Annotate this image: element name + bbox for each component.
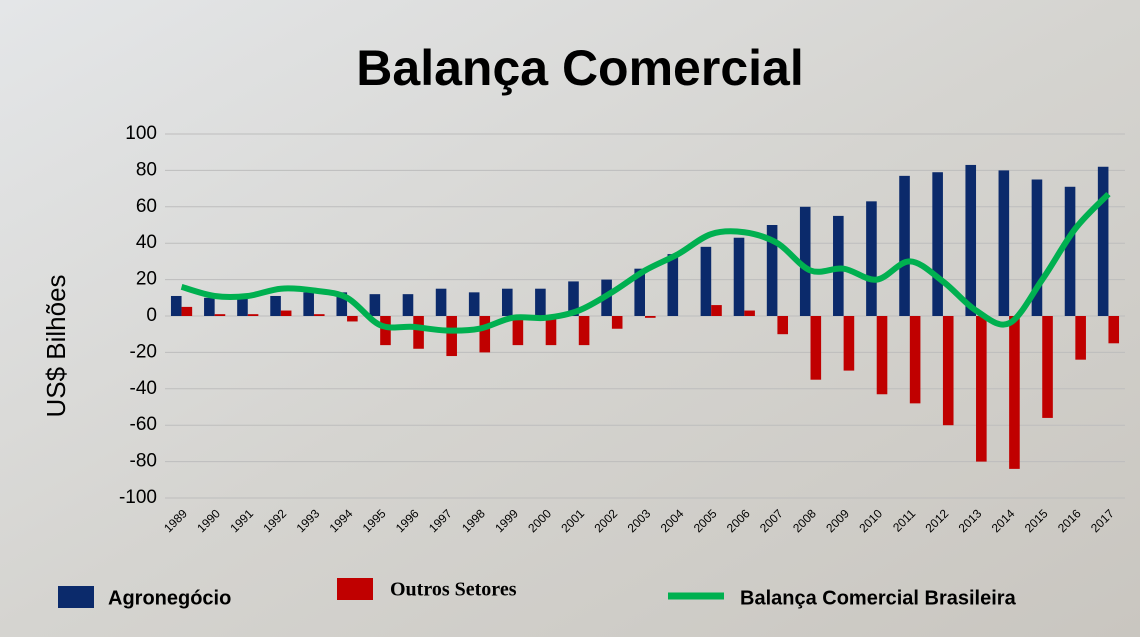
bar bbox=[645, 316, 656, 318]
bar bbox=[734, 238, 745, 316]
bar bbox=[237, 298, 248, 316]
chart: Balança Comercial US$ Bilhões -100 -80 -60… bbox=[0, 0, 1140, 637]
bar bbox=[976, 316, 987, 462]
bar bbox=[711, 305, 722, 316]
bar bbox=[1108, 316, 1119, 343]
bar bbox=[204, 298, 215, 316]
bar bbox=[413, 316, 424, 349]
bar bbox=[380, 316, 391, 345]
bar bbox=[469, 292, 480, 316]
legend-label: Outros Setores bbox=[390, 579, 517, 601]
bar bbox=[436, 289, 447, 316]
bar bbox=[1042, 316, 1053, 418]
y-tick-label: -100 bbox=[119, 487, 157, 508]
chart-title: Balança Comercial bbox=[356, 40, 803, 96]
legend-label: Balança Comercial Brasileira bbox=[740, 587, 1017, 609]
legend-swatch bbox=[337, 578, 373, 600]
bar bbox=[877, 316, 888, 394]
bar bbox=[1009, 316, 1020, 469]
bar bbox=[446, 316, 457, 356]
bar bbox=[777, 316, 788, 334]
bar bbox=[668, 254, 679, 316]
bar bbox=[535, 289, 546, 316]
bar bbox=[347, 316, 358, 321]
bar bbox=[866, 201, 877, 316]
bar bbox=[1065, 187, 1076, 316]
bar bbox=[479, 316, 490, 352]
bar bbox=[303, 292, 314, 316]
bar bbox=[281, 311, 292, 316]
bar bbox=[701, 247, 712, 316]
bar bbox=[744, 311, 755, 316]
bar bbox=[182, 307, 193, 316]
y-tick-label: 80 bbox=[136, 159, 157, 180]
bar bbox=[999, 170, 1010, 316]
bar bbox=[965, 165, 976, 316]
bar bbox=[612, 316, 623, 329]
bar bbox=[943, 316, 954, 425]
legend-label: Agronegócio bbox=[108, 587, 231, 609]
bar bbox=[314, 314, 325, 316]
bar bbox=[910, 316, 921, 403]
y-tick-label: -80 bbox=[130, 451, 157, 472]
bar bbox=[899, 176, 910, 316]
bar bbox=[248, 314, 259, 316]
bar bbox=[1075, 316, 1086, 360]
y-tick-label: 40 bbox=[136, 232, 157, 253]
bar bbox=[502, 289, 513, 316]
bar bbox=[215, 314, 226, 316]
bar bbox=[171, 296, 182, 316]
bar bbox=[370, 294, 381, 316]
y-tick-label: 100 bbox=[125, 123, 157, 144]
y-tick-label: 0 bbox=[146, 305, 157, 326]
y-tick-label: -60 bbox=[130, 414, 157, 435]
bar bbox=[811, 316, 822, 380]
y-tick-label: -40 bbox=[130, 378, 157, 399]
bar bbox=[270, 296, 281, 316]
y-tick-label: 20 bbox=[136, 269, 157, 290]
y-axis-label: US$ Bilhões bbox=[41, 274, 71, 417]
bar bbox=[932, 172, 943, 316]
bar bbox=[403, 294, 414, 316]
y-tick-label: -20 bbox=[130, 341, 157, 362]
bar bbox=[844, 316, 855, 371]
bar bbox=[1098, 167, 1109, 316]
y-tick-label: 60 bbox=[136, 196, 157, 217]
bar bbox=[579, 316, 590, 345]
legend-swatch bbox=[58, 586, 94, 608]
